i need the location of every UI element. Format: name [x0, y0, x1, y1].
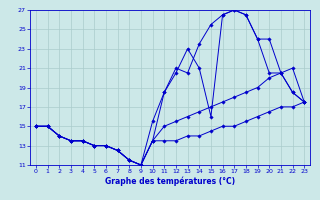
X-axis label: Graphe des températures (°C): Graphe des températures (°C)	[105, 177, 235, 186]
